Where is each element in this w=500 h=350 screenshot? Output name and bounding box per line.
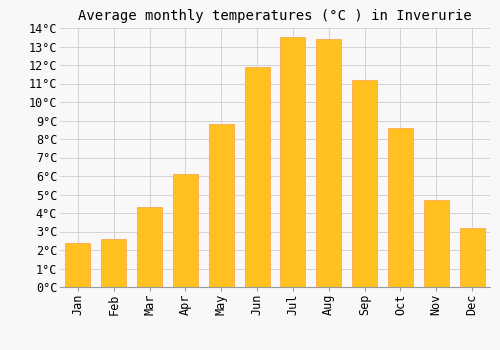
Bar — [66, 243, 90, 287]
Bar — [244, 67, 270, 287]
Bar — [316, 39, 342, 287]
Bar — [173, 174, 198, 287]
Bar — [460, 228, 484, 287]
Bar — [388, 128, 413, 287]
Title: Average monthly temperatures (°C ) in Inverurie: Average monthly temperatures (°C ) in In… — [78, 9, 472, 23]
Bar — [208, 124, 234, 287]
Bar — [424, 200, 449, 287]
Bar — [280, 37, 305, 287]
Bar — [352, 80, 377, 287]
Bar — [101, 239, 126, 287]
Bar — [137, 208, 162, 287]
